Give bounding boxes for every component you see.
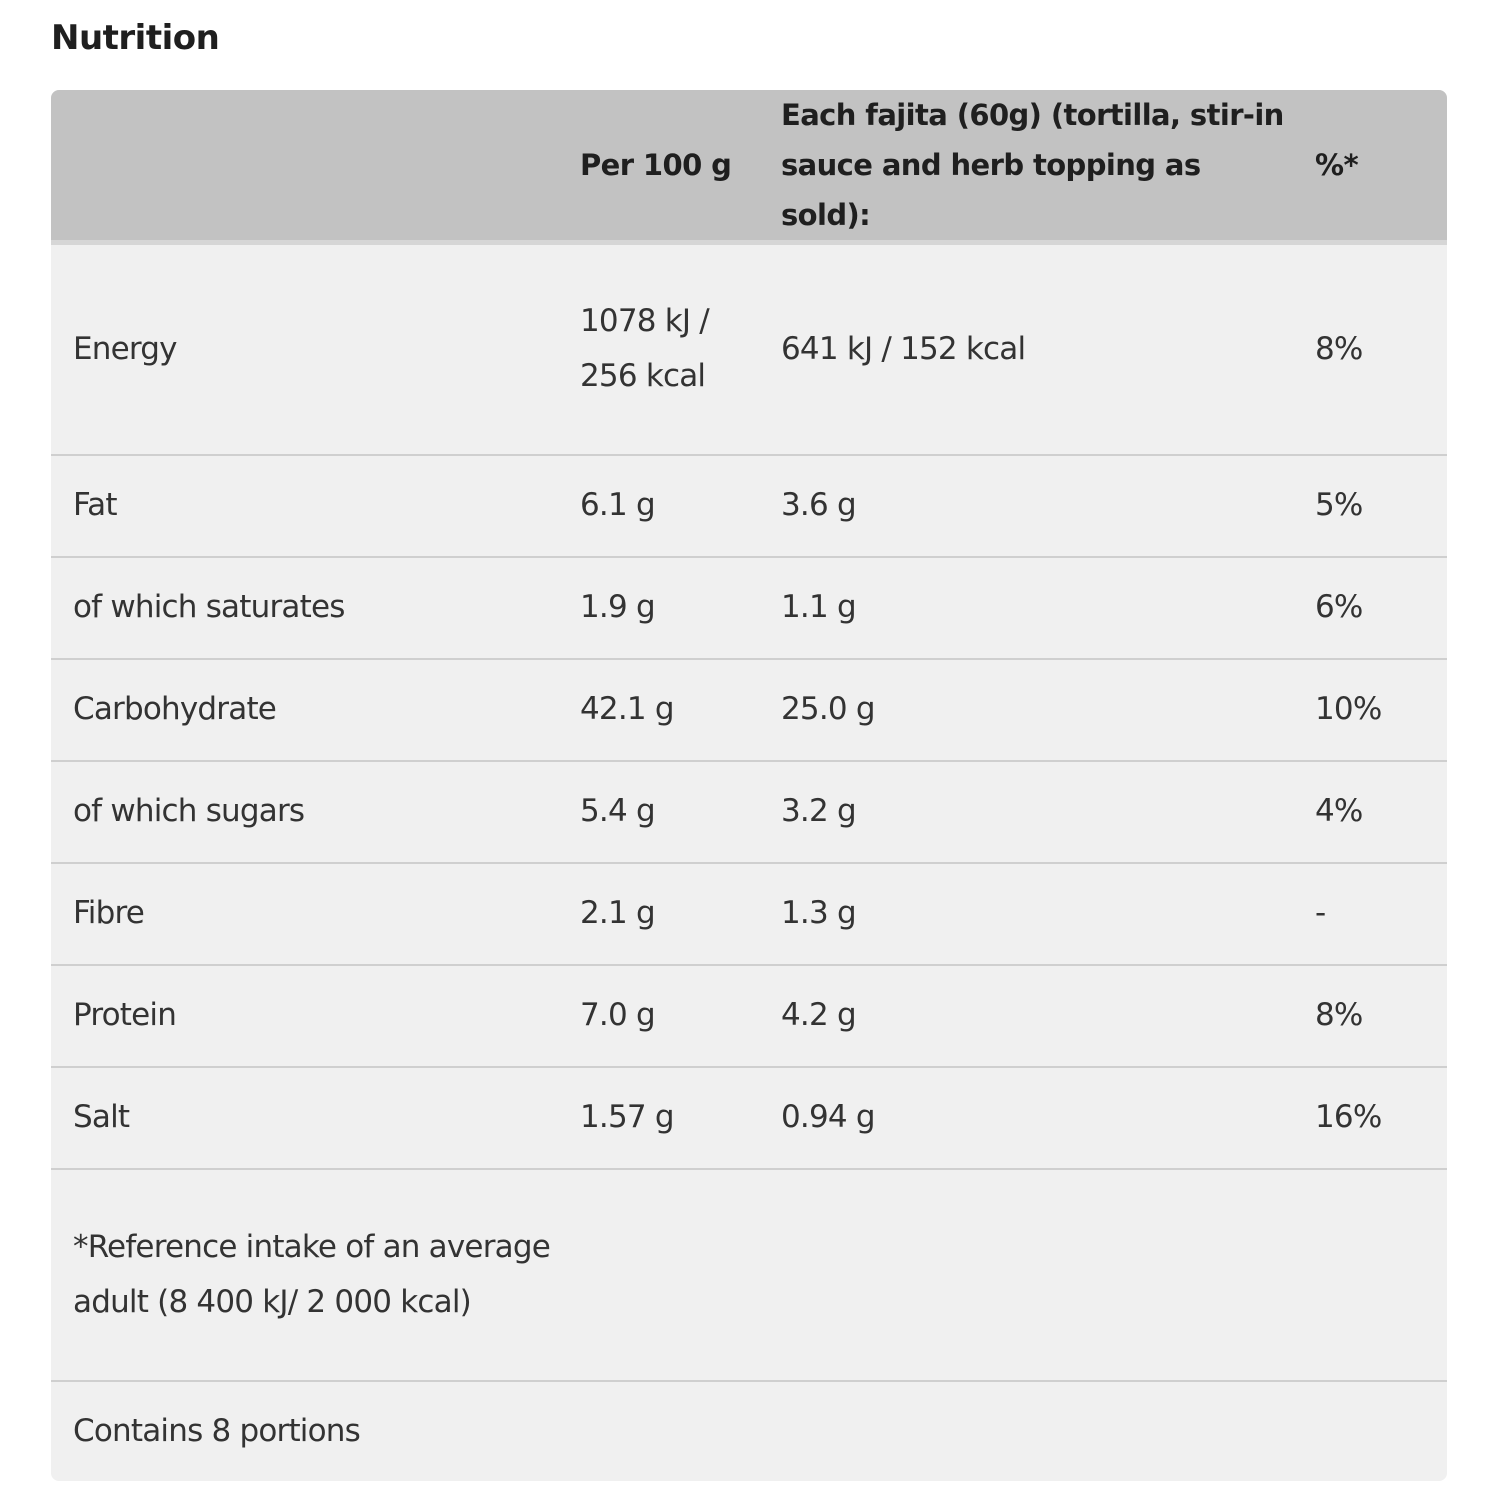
per-fajita-value: 641 kJ / 152 kcal [781,330,1026,367]
per-100g-value: 1.9 g [580,555,759,659]
per-fajita-value: 1.1 g [759,555,1315,659]
per-100g-value: 2.1 g [580,861,759,965]
table-row: *Reference intake of an average adult (8… [51,1167,1447,1381]
portions-note: Contains 8 portions [51,1379,1447,1481]
empty-cell [1315,1167,1447,1381]
page-title: Nutrition [51,18,220,58]
nutrient-name: Energy [73,330,178,367]
per-fajita-value: 3.6 g [759,453,1315,557]
table-row: Contains 8 portions [51,1379,1447,1481]
nutrient-name: Fibre [51,861,580,965]
table-row: Salt 1.57 g 0.94 g 16% [51,1065,1447,1169]
per-fajita-value: 0.94 g [759,1065,1315,1169]
reference-intake-percent: 6% [1315,555,1447,659]
per-fajita-value: 1.3 g [759,861,1315,965]
empty-cell [759,1167,1315,1381]
header-per-100g: Per 100 g [580,90,759,245]
reference-intake-percent: 4% [1315,759,1447,863]
header-nutrient [51,90,580,245]
header-each-fajita: Each fajita (60g) (tortilla, stir-in sau… [759,90,1315,245]
nutrition-table: Per 100 g Each fajita (60g) (tortilla, s… [51,90,1447,1481]
nutrient-name: Protein [51,963,580,1067]
empty-cell [580,1167,759,1381]
per-100g-value: 1.57 g [580,1065,759,1169]
per-100g-value: 5.4 g [580,759,759,863]
per-fajita-value: 3.2 g [759,759,1315,863]
table-header-row: Per 100 g Each fajita (60g) (tortilla, s… [51,90,1447,245]
nutrient-name: Fat [51,453,580,557]
table-row: Protein 7.0 g 4.2 g 8% [51,963,1447,1067]
table-row: of which sugars 5.4 g 3.2 g 4% [51,759,1447,863]
per-fajita-value: 25.0 g [759,657,1315,761]
per-100g-value: 42.1 g [580,657,759,761]
per-100g-value: 6.1 g [580,453,759,557]
nutrient-name: of which saturates [51,555,580,659]
per-100g-value: 1078 kJ / 256 kcal [580,303,710,395]
reference-intake-percent: 5% [1315,453,1447,557]
table-row: Carbohydrate 42.1 g 25.0 g 10% [51,657,1447,761]
nutrient-name: of which sugars [51,759,580,863]
table-row: Fat 6.1 g 3.6 g 5% [51,453,1447,557]
reference-intake-note: *Reference intake of an average adult (8… [51,1167,580,1381]
header-reference-intake-percent: %* [1315,90,1447,245]
reference-intake-percent: 16% [1315,1065,1447,1169]
reference-intake-percent: 8% [1315,330,1363,367]
table-row: Fibre 2.1 g 1.3 g - [51,861,1447,965]
per-100g-value: 7.0 g [580,963,759,1067]
table-row: of which saturates 1.9 g 1.1 g 6% [51,555,1447,659]
per-fajita-value: 4.2 g [759,963,1315,1067]
reference-intake-percent: 10% [1315,657,1447,761]
nutrient-name: Carbohydrate [51,657,580,761]
reference-intake-percent: - [1315,861,1447,965]
table-row: Energy 1078 kJ / 256 kcal 641 kJ / 152 k… [51,243,1447,455]
reference-intake-percent: 8% [1315,963,1447,1067]
nutrient-name: Salt [51,1065,580,1169]
